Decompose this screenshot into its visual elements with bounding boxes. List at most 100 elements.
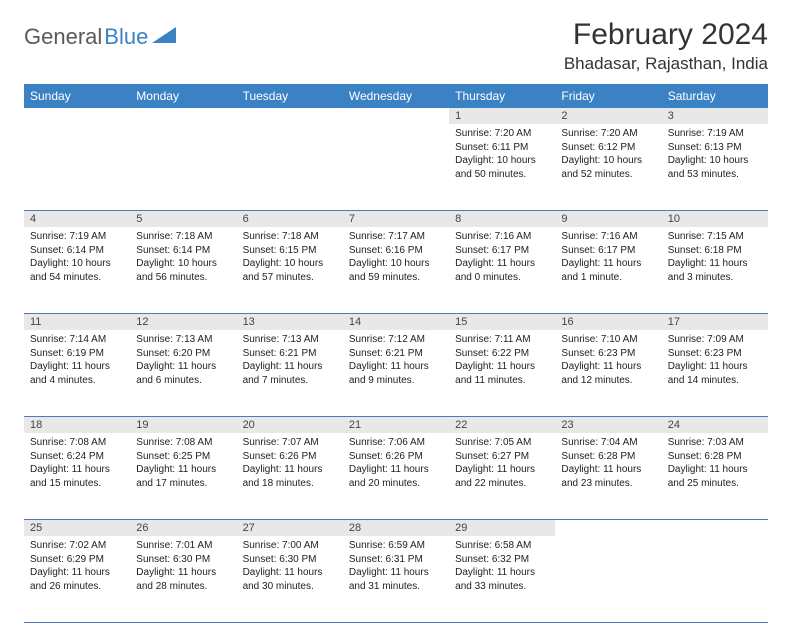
sunset-line: Sunset: 6:18 PM: [668, 244, 762, 258]
sunrise-line: Sunrise: 7:13 AM: [136, 333, 230, 347]
dow-cell: Saturday: [662, 84, 768, 108]
day-cell: [24, 124, 130, 210]
daylight-line: Daylight: 10 hours and 53 minutes.: [668, 154, 762, 181]
daylight-line: Daylight: 10 hours and 56 minutes.: [136, 257, 230, 284]
sunrise-line: Sunrise: 7:09 AM: [668, 333, 762, 347]
day-cell: Sunrise: 6:59 AMSunset: 6:31 PMDaylight:…: [343, 536, 449, 622]
daylight-line: Daylight: 10 hours and 57 minutes.: [243, 257, 337, 284]
daylight-line: Daylight: 10 hours and 52 minutes.: [561, 154, 655, 181]
header: General Blue February 2024 Bhadasar, Raj…: [24, 18, 768, 74]
daylight-line: Daylight: 11 hours and 7 minutes.: [243, 360, 337, 387]
week-row: Sunrise: 7:02 AMSunset: 6:29 PMDaylight:…: [24, 536, 768, 623]
sunrise-line: Sunrise: 7:19 AM: [30, 230, 124, 244]
day-number-row: 45678910: [24, 211, 768, 227]
week-row: Sunrise: 7:19 AMSunset: 6:14 PMDaylight:…: [24, 227, 768, 314]
daylight-line: Daylight: 11 hours and 33 minutes.: [455, 566, 549, 593]
day-number: 23: [555, 417, 661, 433]
sunset-line: Sunset: 6:31 PM: [349, 553, 443, 567]
day-cell: Sunrise: 7:10 AMSunset: 6:23 PMDaylight:…: [555, 330, 661, 416]
logo-text-blue: Blue: [104, 24, 148, 50]
day-number: 3: [662, 108, 768, 124]
sunset-line: Sunset: 6:24 PM: [30, 450, 124, 464]
day-number: 7: [343, 211, 449, 227]
daylight-line: Daylight: 11 hours and 23 minutes.: [561, 463, 655, 490]
day-cell: Sunrise: 7:19 AMSunset: 6:13 PMDaylight:…: [662, 124, 768, 210]
sunrise-line: Sunrise: 7:07 AM: [243, 436, 337, 450]
calendar-page: General Blue February 2024 Bhadasar, Raj…: [0, 0, 792, 633]
week-row: Sunrise: 7:20 AM Sunset: 6:11 PM Daylight:…: [24, 124, 768, 211]
title-block: February 2024 Bhadasar, Rajasthan, India: [564, 18, 768, 74]
sunrise-line: Sunrise: 7:17 AM: [349, 230, 443, 244]
day-number: [343, 108, 449, 124]
day-number: 15: [449, 314, 555, 330]
day-cell: Sunrise: 7:20 AMSunset: 6:11 PMDaylight:…: [449, 124, 555, 210]
day-cell: Sunrise: 7:12 AMSunset: 6:21 PMDaylight:…: [343, 330, 449, 416]
day-cell: Sunrise: 7:08 AMSunset: 6:25 PMDaylight:…: [130, 433, 236, 519]
daylight-line: Daylight: 11 hours and 12 minutes.: [561, 360, 655, 387]
day-number: 29: [449, 520, 555, 536]
day-cell: [343, 124, 449, 210]
day-number: 2: [555, 108, 661, 124]
sunrise-line: Sunrise: 7:19 AM: [668, 127, 762, 141]
sunset-line: Sunset: 6:30 PM: [136, 553, 230, 567]
sunset-line: Sunset: 6:21 PM: [349, 347, 443, 361]
sunset-line: Sunset: 6:23 PM: [561, 347, 655, 361]
day-number-row: 123: [24, 108, 768, 124]
day-cell: Sunrise: 7:13 AMSunset: 6:20 PMDaylight:…: [130, 330, 236, 416]
location-subtitle: Bhadasar, Rajasthan, India: [564, 54, 768, 74]
sunrise-line: Sunrise: 7:08 AM: [30, 436, 124, 450]
sunrise-line: Sunrise: 7:20 AM: [561, 127, 655, 141]
sunrise-line: Sunrise: 7:15 AM: [668, 230, 762, 244]
daylight-line: Daylight: 11 hours and 28 minutes.: [136, 566, 230, 593]
sunrise-line: Sunrise: 6:59 AM: [349, 539, 443, 553]
daylight-line: Daylight: 11 hours and 6 minutes.: [136, 360, 230, 387]
day-number: 18: [24, 417, 130, 433]
day-number: 17: [662, 314, 768, 330]
week-row: Sunrise: 7:08 AMSunset: 6:24 PM Daylight:…: [24, 433, 768, 520]
day-cell: Sunrise: 7:11 AMSunset: 6:22 PMDaylight:…: [449, 330, 555, 416]
day-number: 6: [237, 211, 343, 227]
daylight-line: Daylight: 11 hours and 20 minutes.: [349, 463, 443, 490]
logo-triangle-icon: [152, 25, 178, 50]
day-number: 22: [449, 417, 555, 433]
daylight-line: Daylight: 11 hours and 17 minutes.: [136, 463, 230, 490]
sunrise-line: Sunrise: 7:10 AM: [561, 333, 655, 347]
sunset-line: Sunset: 6:14 PM: [136, 244, 230, 258]
day-number: 4: [24, 211, 130, 227]
sunrise-line: Sunrise: 7:14 AM: [30, 333, 124, 347]
sunrise-line: Sunrise: 7:05 AM: [455, 436, 549, 450]
sunset-line: Sunset: 6:15 PM: [243, 244, 337, 258]
daylight-line: Daylight: 11 hours and 0 minutes.: [455, 257, 549, 284]
day-cell: Sunrise: 7:14 AMSunset: 6:19 PMDaylight:…: [24, 330, 130, 416]
sunset-line: Sunset: 6:14 PM: [30, 244, 124, 258]
day-cell: Sunrise: 7:13 AMSunset: 6:21 PMDaylight:…: [237, 330, 343, 416]
sunset-line: Sunset: 6:27 PM: [455, 450, 549, 464]
day-of-week-header: SundayMondayTuesdayWednesdayThursdayFrid…: [24, 84, 768, 108]
sunset-line: Sunset: 6:26 PM: [349, 450, 443, 464]
day-number: 20: [237, 417, 343, 433]
daylight-line: Daylight: 11 hours and 3 minutes.: [668, 257, 762, 284]
sunset-line: Sunset: 6:13 PM: [668, 141, 762, 155]
day-number: 25: [24, 520, 130, 536]
sunset-line: Sunset: 6:19 PM: [30, 347, 124, 361]
dow-cell: Monday: [130, 84, 236, 108]
day-cell: Sunrise: 7:05 AMSunset: 6:27 PMDaylight:…: [449, 433, 555, 519]
day-cell: Sunrise: 7:08 AMSunset: 6:24 PMDaylight:…: [24, 433, 130, 519]
sunset-line: Sunset: 6:21 PM: [243, 347, 337, 361]
day-cell: Sunrise: 7:17 AMSunset: 6:16 PMDaylight:…: [343, 227, 449, 313]
dow-cell: Tuesday: [237, 84, 343, 108]
sunrise-line: Sunrise: 7:16 AM: [561, 230, 655, 244]
sunrise-line: Sunrise: 7:18 AM: [136, 230, 230, 244]
sunset-line: Sunset: 6:30 PM: [243, 553, 337, 567]
day-number: 26: [130, 520, 236, 536]
sunset-line: Sunset: 6:16 PM: [349, 244, 443, 258]
day-number: 14: [343, 314, 449, 330]
daylight-line: Daylight: 11 hours and 1 minute.: [561, 257, 655, 284]
dow-cell: Thursday: [449, 84, 555, 108]
sunset-line: Sunset: 6:29 PM: [30, 553, 124, 567]
week-row: Sunrise: 7:14 AMSunset: 6:19 PM Daylight:…: [24, 330, 768, 417]
day-number: 9: [555, 211, 661, 227]
sunset-line: Sunset: 6:11 PM: [455, 141, 549, 155]
daylight-line: Daylight: 10 hours and 54 minutes.: [30, 257, 124, 284]
day-number: 28: [343, 520, 449, 536]
